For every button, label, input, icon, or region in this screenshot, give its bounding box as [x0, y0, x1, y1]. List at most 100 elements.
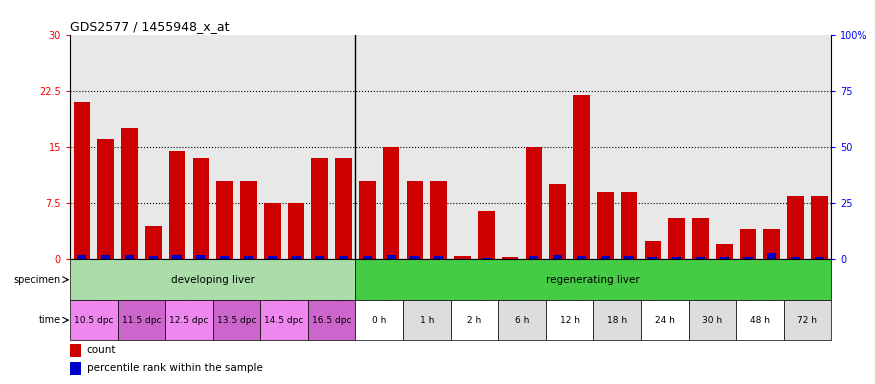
Bar: [312, 158, 328, 260]
Bar: [339, 256, 348, 260]
Bar: [550, 184, 566, 260]
Bar: [764, 229, 780, 260]
Bar: [355, 300, 403, 340]
Bar: [213, 300, 261, 340]
Text: specimen: specimen: [14, 275, 61, 285]
Bar: [291, 256, 301, 260]
Text: 12 h: 12 h: [560, 316, 579, 324]
Bar: [668, 218, 685, 260]
Bar: [403, 300, 451, 340]
Bar: [102, 255, 110, 260]
Bar: [648, 257, 657, 260]
Bar: [791, 257, 800, 260]
Text: 72 h: 72 h: [797, 316, 817, 324]
Text: 1 h: 1 h: [420, 316, 434, 324]
Bar: [692, 218, 709, 260]
Text: 0 h: 0 h: [372, 316, 387, 324]
Bar: [478, 211, 494, 260]
Bar: [97, 139, 114, 260]
Bar: [788, 196, 804, 260]
Bar: [145, 226, 162, 260]
Bar: [736, 300, 784, 340]
Text: percentile rank within the sample: percentile rank within the sample: [87, 363, 262, 373]
Text: 10.5 dpc: 10.5 dpc: [74, 316, 114, 324]
Text: GDS2577 / 1455948_x_at: GDS2577 / 1455948_x_at: [70, 20, 229, 33]
Bar: [363, 256, 372, 260]
Bar: [744, 257, 752, 260]
Bar: [506, 259, 514, 260]
Bar: [335, 158, 352, 260]
Bar: [815, 257, 824, 260]
Bar: [125, 255, 134, 260]
Bar: [387, 255, 396, 260]
Bar: [597, 192, 613, 260]
Text: 12.5 dpc: 12.5 dpc: [169, 316, 208, 324]
Bar: [117, 300, 165, 340]
Bar: [355, 260, 831, 300]
Text: 30 h: 30 h: [703, 316, 723, 324]
Bar: [74, 102, 90, 260]
Bar: [573, 94, 590, 260]
Text: count: count: [87, 346, 116, 356]
Bar: [600, 256, 610, 260]
Bar: [784, 300, 831, 340]
Bar: [264, 203, 281, 260]
Bar: [430, 181, 447, 260]
Bar: [121, 128, 137, 260]
Bar: [410, 256, 419, 260]
Text: developing liver: developing liver: [171, 275, 255, 285]
Bar: [739, 229, 756, 260]
Text: 18 h: 18 h: [607, 316, 627, 324]
Bar: [593, 300, 640, 340]
Bar: [645, 241, 662, 260]
Bar: [240, 181, 256, 260]
Text: 13.5 dpc: 13.5 dpc: [217, 316, 256, 324]
Bar: [70, 362, 81, 374]
Text: time: time: [38, 315, 61, 325]
Bar: [261, 300, 308, 340]
Bar: [577, 256, 586, 260]
Text: 14.5 dpc: 14.5 dpc: [264, 316, 304, 324]
Bar: [244, 256, 253, 260]
Bar: [498, 300, 546, 340]
Bar: [196, 255, 206, 260]
Text: 11.5 dpc: 11.5 dpc: [122, 316, 161, 324]
Text: 48 h: 48 h: [750, 316, 770, 324]
Bar: [719, 257, 729, 260]
Bar: [689, 300, 736, 340]
Text: 16.5 dpc: 16.5 dpc: [312, 316, 352, 324]
Bar: [529, 256, 538, 260]
Bar: [625, 256, 634, 260]
Bar: [315, 256, 325, 260]
Bar: [192, 158, 209, 260]
Bar: [454, 256, 471, 260]
Bar: [767, 253, 776, 260]
Bar: [501, 257, 518, 260]
Bar: [482, 258, 491, 260]
Bar: [434, 256, 444, 260]
Bar: [220, 256, 229, 260]
Bar: [268, 256, 276, 260]
Bar: [70, 300, 117, 340]
Bar: [216, 181, 233, 260]
Bar: [383, 147, 400, 260]
Bar: [308, 300, 355, 340]
Bar: [359, 181, 375, 260]
Bar: [451, 300, 498, 340]
Text: 24 h: 24 h: [654, 316, 675, 324]
Bar: [546, 300, 593, 340]
Bar: [407, 181, 423, 260]
Text: regenerating liver: regenerating liver: [547, 275, 640, 285]
Bar: [696, 257, 705, 260]
Bar: [172, 255, 182, 260]
Bar: [672, 257, 682, 260]
Bar: [70, 260, 355, 300]
Bar: [70, 344, 81, 356]
Bar: [169, 151, 186, 260]
Bar: [288, 203, 304, 260]
Bar: [553, 255, 563, 260]
Bar: [458, 259, 467, 260]
Bar: [149, 256, 157, 260]
Bar: [716, 244, 732, 260]
Text: 6 h: 6 h: [514, 316, 529, 324]
